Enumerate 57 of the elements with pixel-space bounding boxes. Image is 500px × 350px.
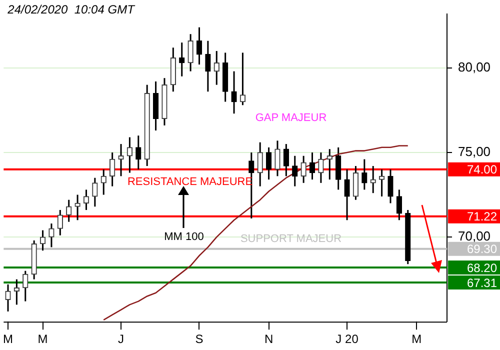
x-tick-label: M — [38, 332, 48, 346]
candlestick — [205, 40, 211, 92]
candlestick — [83, 188, 90, 211]
annotation: MM 100 — [164, 231, 204, 244]
candlestick — [22, 270, 28, 302]
candlestick — [14, 278, 20, 306]
candlestick — [388, 168, 394, 204]
candlestick — [5, 284, 11, 312]
ref-line-label: 71.22 — [466, 210, 498, 224]
candlestick — [318, 152, 324, 184]
candlestick — [40, 230, 46, 252]
x-tick-label: M — [412, 332, 422, 346]
candlestick — [92, 177, 98, 208]
candlestick — [48, 222, 54, 248]
annotation: GAP MAJEUR — [255, 112, 327, 124]
candlestick — [126, 136, 133, 174]
candlestick — [74, 194, 80, 221]
candlestick — [309, 152, 316, 180]
candlestick — [257, 142, 263, 188]
annotation: SUPPORT MAJEUR — [240, 233, 342, 246]
x-tick-label: J 20 — [336, 332, 359, 346]
candlestick — [283, 143, 290, 177]
candlestick — [214, 50, 220, 86]
candlestick — [240, 52, 246, 106]
candlestick — [57, 209, 63, 236]
candlestick — [266, 146, 272, 180]
chart-title: 24/02/2020 10:04 GMT — [6, 2, 136, 16]
ref-line-label: 67.31 — [466, 276, 498, 290]
x-tick-label: M — [3, 332, 13, 346]
ref-line-label: 74.00 — [466, 162, 498, 177]
candlestick — [118, 143, 124, 177]
candlestick — [362, 158, 368, 190]
y-tick-label: 70,00 — [458, 228, 491, 244]
candlestick — [352, 165, 359, 201]
candlestick — [378, 168, 385, 198]
candlestick — [136, 134, 142, 170]
candlestick — [109, 152, 116, 188]
candlestick — [300, 155, 306, 184]
x-tick-label: S — [195, 332, 204, 346]
ref-line-label: 68.20 — [466, 260, 498, 275]
x-tick-label: J — [118, 332, 124, 346]
candlestick — [231, 70, 237, 114]
candlestick — [66, 199, 72, 223]
candlestick — [344, 168, 350, 221]
ref-line-label: 69.30 — [466, 242, 498, 256]
x-tick-label: N — [264, 332, 274, 346]
y-tick-label: 80,00 — [458, 59, 491, 74]
candlestick — [196, 26, 202, 66]
candlestick — [188, 33, 194, 72]
candlestick — [396, 188, 402, 221]
candlestick — [100, 168, 106, 196]
candlestick — [326, 148, 332, 180]
candlestick — [292, 155, 298, 188]
candlestick — [370, 165, 376, 194]
candlestick — [274, 140, 280, 177]
y-tick-label: 75,00 — [458, 144, 491, 160]
candlestick — [336, 146, 342, 190]
